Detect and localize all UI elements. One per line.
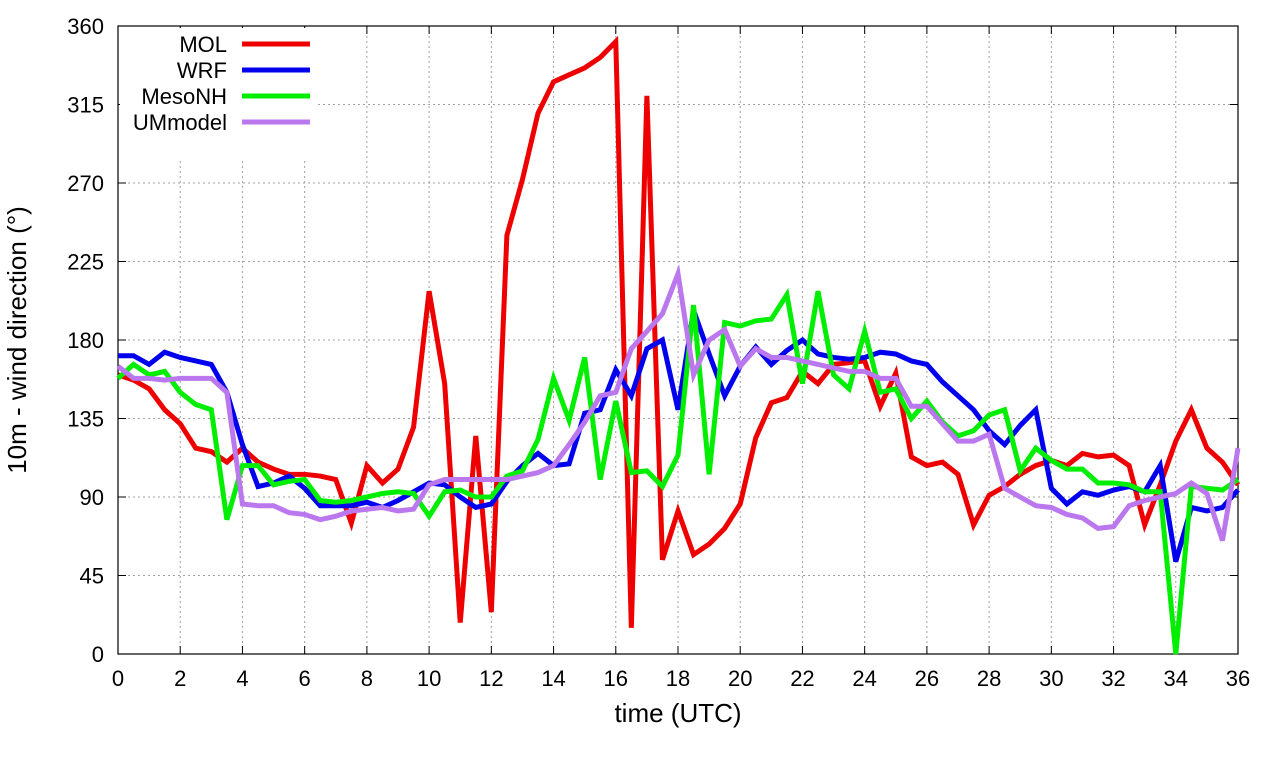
x-tick-label: 26 <box>915 666 939 691</box>
series-line-mesonh <box>116 287 1240 655</box>
legend-background <box>120 28 316 158</box>
series-lines <box>116 35 1241 655</box>
series-line-wrf <box>118 309 1240 563</box>
y-tick-label: 225 <box>67 250 104 275</box>
y-tick-label: 270 <box>67 171 104 196</box>
y-tick-label: 0 <box>92 642 104 667</box>
x-tick-label: 10 <box>417 666 441 691</box>
x-tick-label: 28 <box>977 666 1001 691</box>
x-tick-label: 16 <box>604 666 628 691</box>
y-tick-label: 135 <box>67 407 104 432</box>
x-tick-label: 6 <box>299 666 311 691</box>
x-axis-label: time (UTC) <box>614 698 741 728</box>
x-tick-label: 0 <box>112 666 124 691</box>
x-tick-label: 18 <box>666 666 690 691</box>
legend-label-mol: MOL <box>179 32 227 57</box>
legend-label-wrf: WRF <box>177 58 227 83</box>
x-tick-label: 24 <box>852 666 876 691</box>
x-tick-label: 34 <box>1164 666 1188 691</box>
y-tick-label: 360 <box>67 14 104 39</box>
x-tick-label: 4 <box>236 666 248 691</box>
x-tick-label: 22 <box>790 666 814 691</box>
x-tick-label: 32 <box>1101 666 1125 691</box>
y-tick-label: 315 <box>67 93 104 118</box>
y-axis-label: 10m - wind direction (°) <box>2 206 32 474</box>
x-tick-label: 12 <box>479 666 503 691</box>
x-tick-label: 2 <box>174 666 186 691</box>
x-tick-label: 36 <box>1226 666 1250 691</box>
legend-label-ummodel: UMmodel <box>133 110 227 135</box>
x-tick-label: 30 <box>1039 666 1063 691</box>
legend-box <box>120 28 316 158</box>
x-tick-label: 14 <box>541 666 565 691</box>
axis-tick-labels: 0 2 4 6 8 10 12 14 16 18 20 22 24 26 28 30 32 34 360459013… <box>67 14 1250 691</box>
legend-label-mesonh: MesoNH <box>141 84 227 109</box>
y-tick-label: 180 <box>67 328 104 353</box>
x-tick-label: 20 <box>728 666 752 691</box>
y-tick-label: 45 <box>80 564 104 589</box>
series-line-ummodel <box>116 264 1241 542</box>
y-tick-label: 90 <box>80 485 104 510</box>
x-tick-label: 8 <box>361 666 373 691</box>
